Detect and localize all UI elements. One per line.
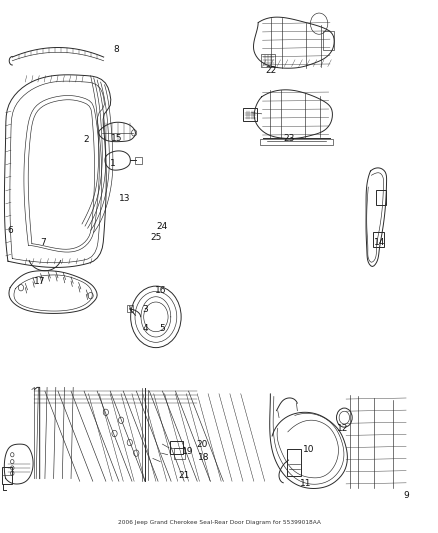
Text: 24: 24 bbox=[156, 222, 167, 231]
Text: 4: 4 bbox=[142, 324, 148, 333]
Text: 22: 22 bbox=[265, 66, 277, 75]
Text: 10: 10 bbox=[303, 445, 314, 454]
Text: 1: 1 bbox=[110, 159, 115, 167]
Text: 25: 25 bbox=[150, 233, 162, 242]
Text: 16: 16 bbox=[155, 286, 166, 295]
Text: 7: 7 bbox=[40, 238, 46, 247]
Text: 2006 Jeep Grand Cherokee Seal-Rear Door Diagram for 55399018AA: 2006 Jeep Grand Cherokee Seal-Rear Door … bbox=[117, 520, 321, 525]
Text: 21: 21 bbox=[179, 471, 190, 480]
Text: 19: 19 bbox=[182, 447, 194, 456]
Text: 13: 13 bbox=[119, 194, 131, 203]
Text: 15: 15 bbox=[111, 134, 123, 143]
Text: 18: 18 bbox=[198, 453, 209, 462]
Text: 11: 11 bbox=[300, 479, 312, 488]
Text: 17: 17 bbox=[34, 277, 46, 286]
Text: 5: 5 bbox=[159, 324, 165, 333]
Text: 20: 20 bbox=[196, 440, 207, 449]
Text: 12: 12 bbox=[337, 424, 349, 433]
Text: 14: 14 bbox=[374, 238, 386, 247]
Text: 23: 23 bbox=[283, 134, 294, 143]
Text: 2: 2 bbox=[84, 135, 89, 144]
Text: 8: 8 bbox=[114, 45, 120, 54]
Text: 3: 3 bbox=[142, 305, 148, 314]
Text: 9: 9 bbox=[403, 491, 409, 500]
Text: 6: 6 bbox=[7, 226, 13, 235]
